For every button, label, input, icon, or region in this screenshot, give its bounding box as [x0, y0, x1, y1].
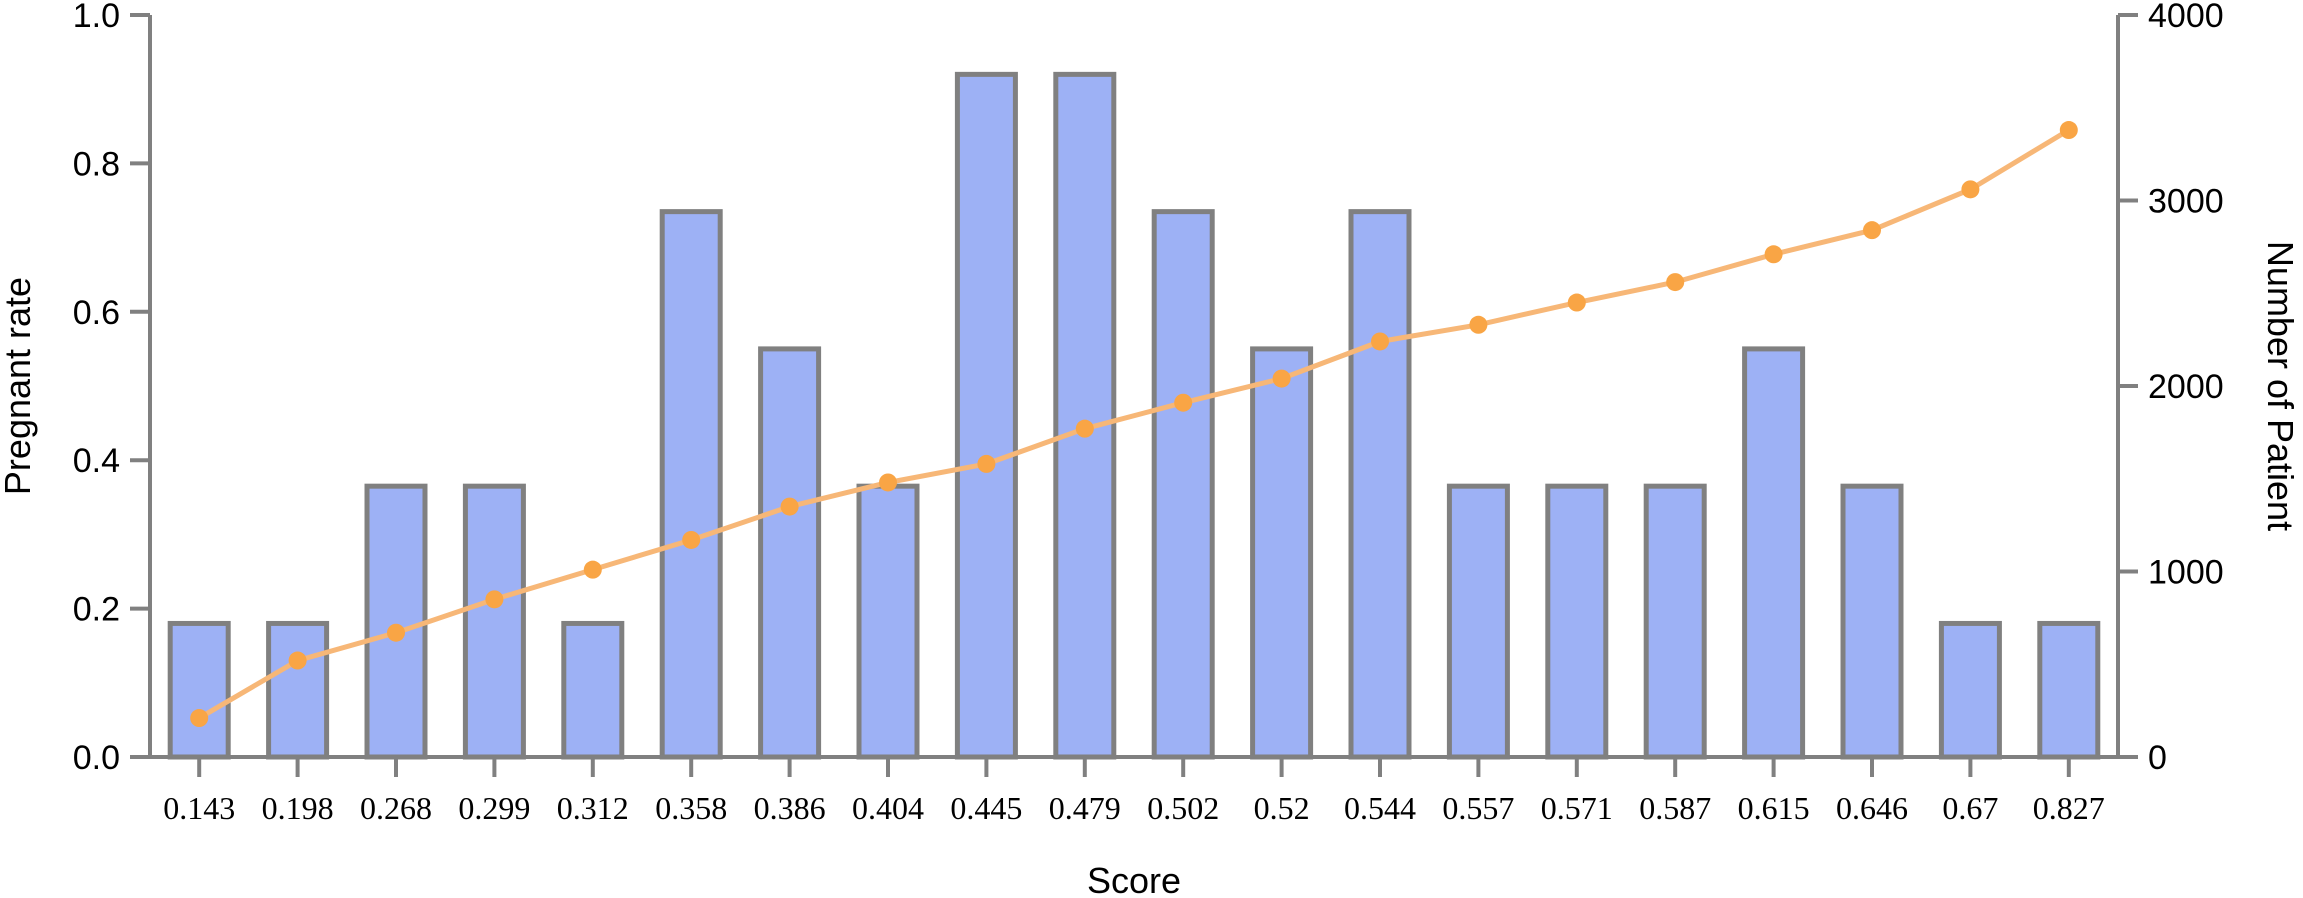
axes: 0.0 0.2 0.4 0.6 0.8 1.0 0 1000 2000 3000 4000 0.143… — [73, 0, 2224, 826]
bar — [1840, 483, 1904, 760]
data-point — [1371, 332, 1389, 351]
data-point — [1961, 180, 1980, 199]
x-axis-title: Score — [1087, 860, 1181, 898]
x-tick-label: 0.198 — [262, 790, 334, 826]
bar — [167, 620, 231, 760]
x-tick-label: 0.67 — [1942, 790, 1998, 826]
bar — [1348, 209, 1412, 760]
y-tick-label-right: 4000 — [2148, 0, 2224, 35]
x-tick-label: 0.544 — [1344, 790, 1416, 826]
y-tick-label-left: 1.0 — [73, 0, 120, 35]
x-tick-label: 0.445 — [950, 790, 1022, 826]
data-point — [1075, 419, 1094, 438]
x-tick-label: 0.571 — [1541, 790, 1613, 826]
y-tick-label-left: 0.2 — [73, 591, 120, 629]
x-tick-label: 0.386 — [754, 790, 826, 826]
x-tick-label: 0.143 — [163, 790, 235, 826]
data-point — [1666, 273, 1685, 292]
bar — [1742, 346, 1806, 760]
x-tick-label: 0.268 — [360, 790, 432, 826]
x-tick-label: 0.646 — [1836, 790, 1908, 826]
line-series — [190, 121, 2078, 728]
bar — [758, 346, 822, 760]
y-tick-label-right: 2000 — [2148, 368, 2224, 406]
x-tick-label: 0.299 — [458, 790, 530, 826]
bar — [954, 71, 1018, 760]
bar — [462, 483, 526, 760]
bar — [1053, 71, 1117, 760]
data-point — [1764, 245, 1783, 264]
data-point — [387, 623, 405, 642]
y-tick-label-left: 0.8 — [73, 145, 120, 183]
x-tick-label: 0.312 — [557, 790, 629, 826]
bar — [266, 620, 330, 760]
data-point — [1567, 293, 1586, 312]
bar — [1151, 209, 1215, 760]
y-axis-title-left: Pregnant rate — [0, 277, 38, 495]
x-tick-label: 0.479 — [1049, 790, 1121, 826]
data-point — [780, 497, 799, 516]
series-line — [197, 127, 2071, 721]
data-point — [2059, 121, 2078, 140]
x-tick-label: 0.827 — [2033, 790, 2105, 826]
x-tick-label: 0.404 — [852, 790, 924, 826]
x-tick-label: 0.557 — [1442, 790, 1514, 826]
data-point — [190, 709, 209, 728]
bar — [856, 483, 920, 760]
bar — [1545, 483, 1609, 760]
data-point — [583, 560, 602, 579]
bar — [659, 209, 723, 760]
y-tick-label-right: 3000 — [2148, 183, 2224, 221]
x-tick-label: 0.587 — [1639, 790, 1711, 826]
y-tick-label-right: 1000 — [2148, 554, 2224, 592]
data-point — [1272, 369, 1291, 388]
data-point — [977, 454, 996, 473]
x-tick-label: 0.358 — [655, 790, 727, 826]
bar — [1250, 346, 1314, 760]
data-point — [288, 651, 307, 670]
y-tick-label-left: 0.0 — [73, 739, 120, 777]
data-point — [485, 590, 504, 609]
y-tick-label-left: 0.4 — [73, 442, 120, 480]
data-point — [1469, 315, 1488, 334]
y-axis-title-right: Number of Patient — [2260, 241, 2301, 531]
bar — [1446, 483, 1510, 760]
bar — [1938, 620, 2002, 760]
y-tick-label-left: 0.6 — [73, 294, 120, 332]
bar — [364, 483, 428, 760]
data-point — [1174, 393, 1193, 412]
bar — [2037, 620, 2101, 760]
axis-labels: Score Pregnant rate Number of Patient — [0, 241, 2301, 898]
x-tick-label: 0.615 — [1738, 790, 1810, 826]
bar — [561, 620, 625, 760]
bar — [1643, 483, 1707, 760]
data-point — [1863, 221, 1881, 240]
x-tick-label: 0.502 — [1147, 790, 1219, 826]
data-point — [682, 530, 701, 549]
x-tick-label: 0.52 — [1254, 790, 1310, 826]
data-point — [879, 473, 897, 492]
y-tick-label-right: 0 — [2148, 739, 2167, 777]
